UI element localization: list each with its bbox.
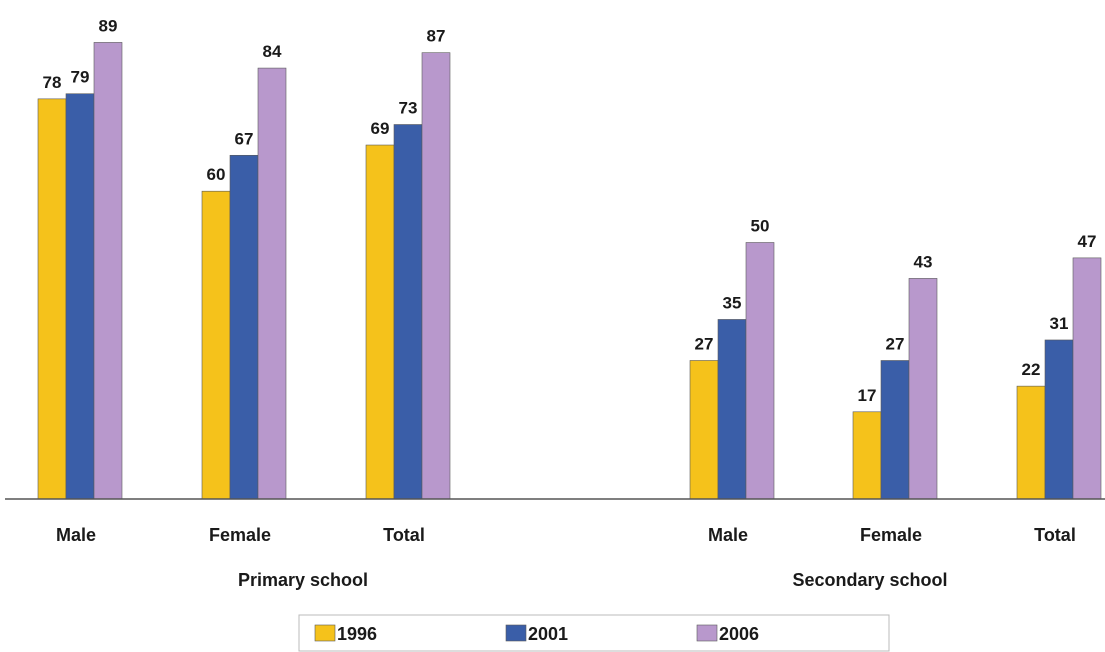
value-label-2006-3: 50 (751, 217, 770, 236)
value-label-2006-0: 89 (99, 16, 118, 35)
value-label-1996-4: 17 (858, 386, 877, 405)
value-label-2001-5: 31 (1050, 314, 1069, 333)
value-label-2006-5: 47 (1078, 232, 1097, 251)
bar-1996-0 (37, 98, 67, 500)
value-label-2001-4: 27 (886, 334, 905, 353)
bar-2006-4 (908, 278, 938, 500)
bar-2001-0 (65, 93, 95, 500)
bar-2006-3 (745, 242, 775, 500)
legend-swatch-1996 (314, 624, 336, 642)
bar-1996-4 (852, 411, 882, 500)
bar-2001-5 (1044, 339, 1074, 500)
bar-2001-3 (717, 319, 747, 500)
value-labels-layer: 78 60 69 27 17 22 79 67 73 35 27 31 89 84 87 50 43 47 (43, 16, 1097, 404)
legend-label-2001: 2001 (528, 624, 568, 644)
category-label-3: Male (708, 525, 748, 545)
legend-label-1996: 1996 (337, 624, 377, 644)
value-label-2001-0: 79 (71, 68, 90, 87)
bar-1996-2 (365, 144, 395, 500)
value-label-1996-5: 22 (1022, 360, 1041, 379)
category-label-0: Male (56, 525, 96, 545)
group-label-1: Secondary school (792, 570, 947, 590)
group-label-0: Primary school (238, 570, 368, 590)
legend-label-2006: 2006 (719, 624, 759, 644)
category-label-1: Female (209, 525, 271, 545)
bar-1996-1 (201, 190, 231, 500)
bars-layer (37, 42, 1102, 500)
bar-2001-4 (880, 360, 910, 500)
category-label-2: Total (383, 525, 425, 545)
value-label-1996-0: 78 (43, 73, 62, 92)
legend-frame (298, 614, 890, 652)
bar-1996-3 (689, 360, 719, 500)
bar-1996-5 (1016, 385, 1046, 500)
bar-2006-5 (1072, 257, 1102, 500)
bar-2001-2 (393, 124, 423, 500)
value-label-2001-1: 67 (235, 129, 254, 148)
category-label-5: Total (1034, 525, 1076, 545)
group-labels-layer: Primary school Secondary school (238, 570, 948, 590)
value-label-2006-4: 43 (914, 252, 933, 271)
category-label-4: Female (860, 525, 922, 545)
value-label-1996-3: 27 (695, 334, 714, 353)
value-label-2006-2: 87 (427, 27, 446, 46)
bar-2001-1 (229, 154, 259, 500)
value-label-1996-1: 60 (207, 165, 226, 184)
bar-2006-1 (257, 67, 287, 500)
value-label-2006-1: 84 (263, 42, 282, 61)
value-label-2001-2: 73 (399, 99, 418, 118)
category-labels-layer: Male Female Total Male Female Total (56, 525, 1076, 545)
legend-swatch-2001 (505, 624, 527, 642)
bar-2006-0 (93, 42, 123, 500)
value-label-1996-2: 69 (371, 119, 390, 138)
legend: 1996 2001 2006 (298, 614, 890, 652)
legend-swatch-2006 (696, 624, 718, 642)
bar-2006-2 (421, 52, 451, 500)
value-label-2001-3: 35 (723, 293, 742, 312)
